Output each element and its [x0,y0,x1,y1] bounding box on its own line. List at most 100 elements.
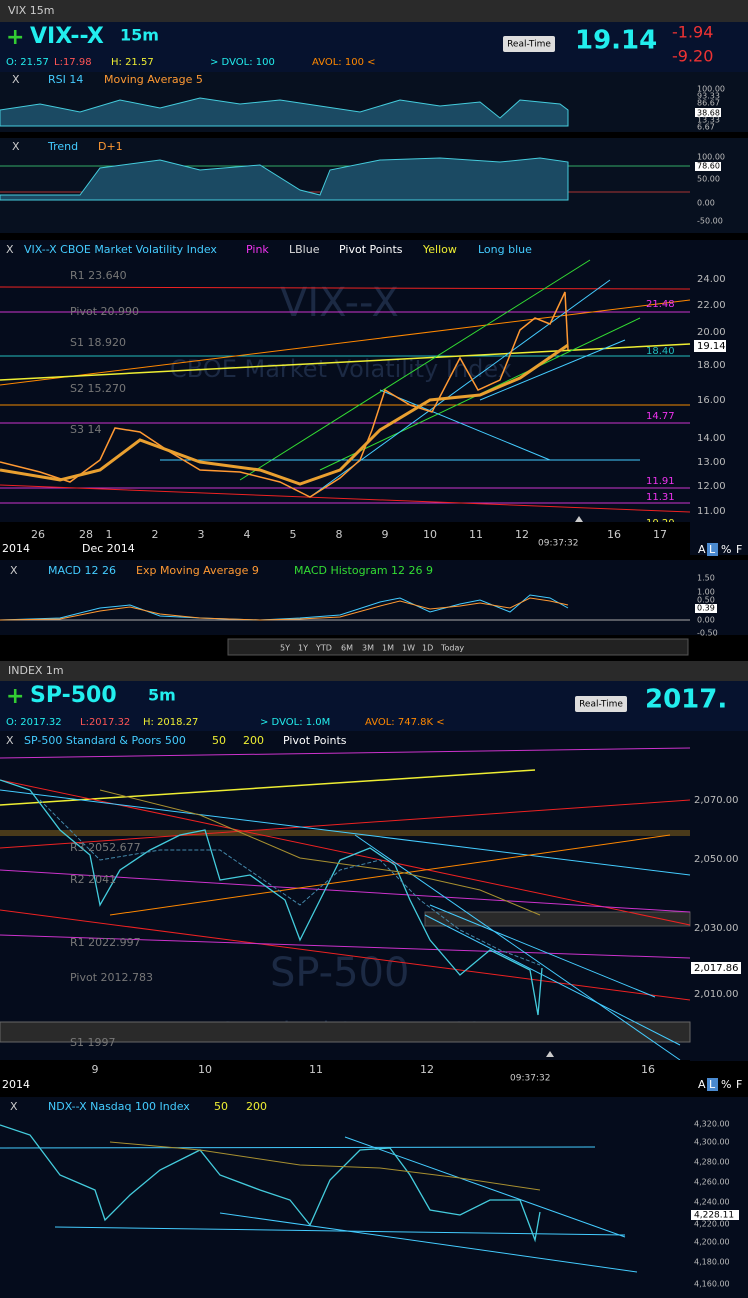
change: -1.94 [672,23,713,42]
x-label: 8 [336,528,343,541]
y-axis-label: 4,240.00 [694,1198,730,1207]
range-button[interactable]: 1D [422,644,433,653]
realtime-button[interactable] [503,36,555,52]
scale-button[interactable]: F [736,1078,742,1091]
close-x[interactable]: X [12,140,20,153]
rsi-axis: 6.67 [697,123,715,132]
interval[interactable]: 15m [120,26,159,45]
price-line [0,291,569,498]
quote-low: L:17.98 [54,57,92,68]
price-line [0,779,543,1016]
realtime-button[interactable] [575,696,627,712]
x-axis-area [0,522,690,555]
watermark: VIX--X [280,280,399,326]
trend-area [0,157,569,201]
pivot-label: S2 15.270 [70,382,126,395]
trend-line [0,299,691,386]
line-label: 11.91 [646,476,675,487]
x-label: 1 [106,528,113,541]
range-button[interactable]: 5Y [280,644,290,653]
watermark: SP-500 [270,950,409,996]
pivot-label: S3 14 [70,423,101,436]
x-label: 5 [290,528,297,541]
rsi-axis: 38.68 [697,109,720,118]
scale-button[interactable]: A [698,543,706,556]
signal-line [0,597,569,621]
price-marker [694,340,726,352]
zone [424,911,691,927]
quote-high: H: 2018.27 [143,717,198,728]
scale-button[interactable]: L [709,543,716,556]
x-label: 17 [653,528,667,541]
y-axis-label: 11.00 [697,506,726,517]
quote-avol: AVOL: 747.8K < [365,717,445,728]
rsi-area [0,97,569,127]
trend-axis: -50.00 [697,217,723,226]
price: 19.14 [575,26,657,56]
y-axis-label: 14.00 [697,433,726,444]
close-x[interactable]: X [12,73,20,86]
range-button[interactable]: 3M [362,644,374,653]
symbol[interactable]: SP-500 [30,683,117,708]
x-axis: 26 28 1 2 3 4 5 8 9 10 11 12 16 17 [31,528,667,541]
price-line [0,1124,541,1243]
trend-line [0,909,691,1001]
range-button[interactable]: 6M [341,644,353,653]
change-pct: -9.20 [672,47,713,66]
trend-axis: 100.00 [697,153,725,162]
y-axis-label: 2,070.00 [694,795,739,806]
header [0,22,748,72]
x-label: 28 [79,528,93,541]
y-axis-label: 12.00 [697,481,726,492]
y-axis-label: 16.00 [697,395,726,406]
scale-button[interactable]: F [736,543,742,556]
study-label: 200 [243,734,264,747]
macd-panel [0,560,748,635]
range-button[interactable]: 1Y [298,644,308,653]
interval[interactable]: 5m [148,686,176,705]
close-x[interactable]: X [10,564,18,577]
range-button[interactable]: YTD [315,644,332,653]
scale-button[interactable]: L [709,1078,716,1091]
pivot-label: Pivot 20.990 [70,305,139,318]
range-button[interactable]: 1W [402,644,415,653]
range-button[interactable]: Today [440,644,464,653]
trend-axis: 0.00 [697,199,715,208]
trend-line [0,747,691,759]
y-axis-label: 4,200.00 [694,1238,730,1247]
range-button[interactable]: 1M [382,644,394,653]
y-axis-label: 2,010.00 [694,989,739,1000]
macd-axis: 0.50 [697,596,715,605]
y-axis-label: 4,300.00 [694,1138,730,1147]
x-label: 16 [641,1063,655,1076]
quote-open: O: 2017.32 [6,717,62,728]
close-x[interactable]: X [6,734,14,747]
quote-avol: AVOL: 100 < [312,57,376,68]
pivot-label: S1 1997 [70,1036,115,1049]
scale-button[interactable]: % [721,1078,731,1091]
x-label: 3 [198,528,205,541]
title-bar [0,0,748,22]
time-label: 09:37:32 [510,1074,550,1084]
plus-icon: + [6,25,24,50]
study-label: Yellow [422,243,457,256]
scale-button-bg [707,543,718,556]
trend-axis: 50.00 [697,175,720,184]
scale-button[interactable]: A [698,1078,706,1091]
y-axis-label: 2,017.86 [694,963,739,974]
realtime-label: Real-Time [579,700,623,710]
y-axis-label: 4,228.11 [694,1211,734,1221]
macd-axis: -0.50 [697,629,718,638]
close-x[interactable]: X [6,243,14,256]
realtime-label: Real-Time [507,40,551,50]
close-x[interactable]: X [10,1100,18,1113]
trend-line [0,789,691,876]
trend-line [54,1226,626,1236]
scale-button[interactable]: % [721,543,731,556]
pivot-label: R3 2052.677 [70,841,141,854]
symbol[interactable]: VIX--X [30,24,104,49]
scrollbar[interactable] [227,638,689,656]
trend-line [0,869,691,913]
price-marker [691,1210,739,1220]
